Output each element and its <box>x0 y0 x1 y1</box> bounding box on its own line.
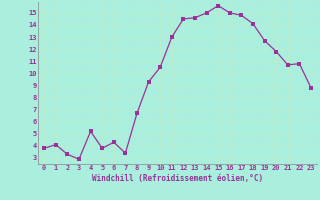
X-axis label: Windchill (Refroidissement éolien,°C): Windchill (Refroidissement éolien,°C) <box>92 174 263 183</box>
